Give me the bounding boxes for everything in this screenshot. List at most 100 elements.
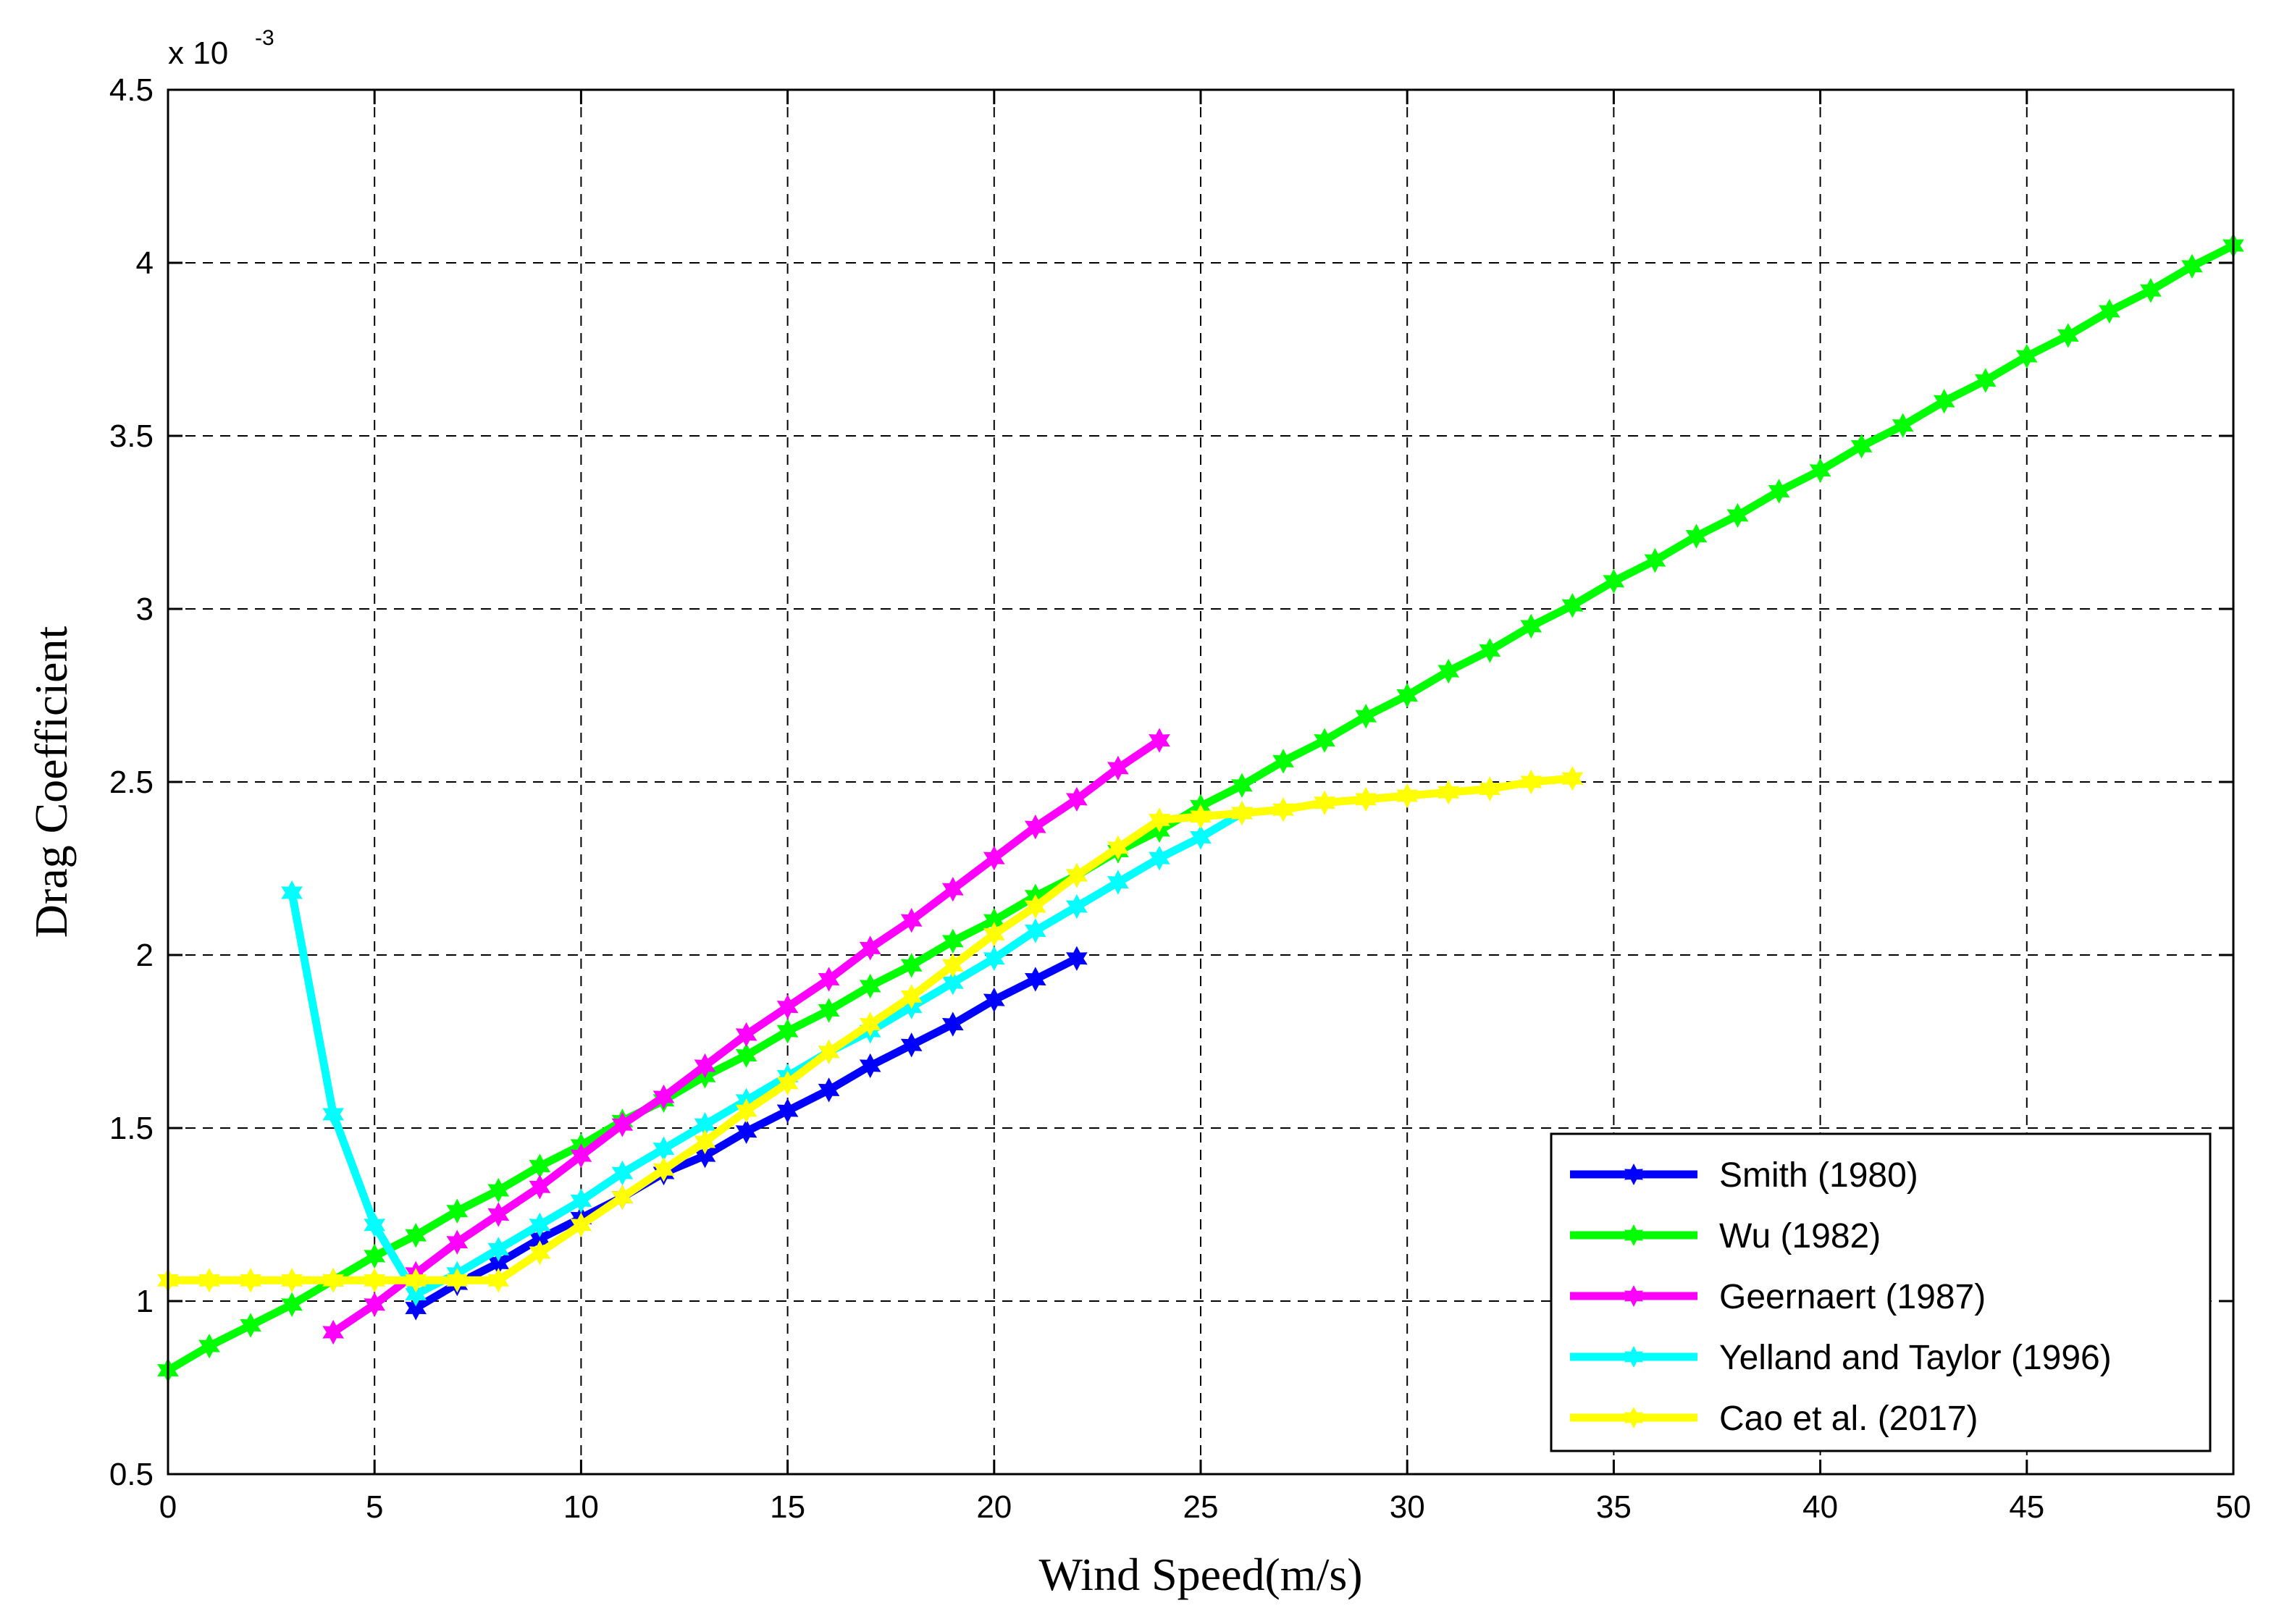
data-point: [941, 928, 964, 954]
data-point: [1024, 814, 1046, 840]
ticks: [167, 88, 2235, 1476]
legend-marker: [1624, 1407, 1643, 1429]
data-point: [1685, 523, 1708, 549]
legend-label: Smith (1980): [1719, 1156, 1918, 1195]
legend-entry: Cao et al. (2017): [1570, 1400, 1978, 1438]
y-multiplier-exponent: -3: [255, 26, 274, 50]
y-tick-label: 1: [136, 1284, 154, 1319]
data-point: [983, 946, 1005, 971]
x-tick-label: 0: [159, 1489, 177, 1525]
legend-marker: [1624, 1164, 1643, 1185]
legend-label: Yelland and Taylor (1996): [1719, 1339, 2112, 1377]
data-point: [983, 922, 1005, 947]
y-tick-label: 3.5: [109, 418, 154, 454]
data-point: [1066, 862, 1088, 888]
data-point: [1520, 769, 1542, 795]
data-point: [611, 1160, 634, 1186]
legend-entry: Geernaert (1987): [1570, 1278, 1986, 1316]
y-tick-label: 2.5: [109, 765, 154, 800]
data-point: [818, 998, 840, 1023]
legend-marker: [1624, 1346, 1643, 1368]
data-point: [1066, 946, 1088, 971]
data-point: [1314, 790, 1335, 815]
y-axis-title: Drag Coefficient: [25, 626, 77, 938]
data-point: [487, 1177, 510, 1203]
data-point: [776, 994, 799, 1019]
data-point: [1231, 773, 1253, 798]
data-point: [735, 1043, 757, 1068]
data-point: [1974, 368, 1997, 393]
data-point: [529, 1240, 551, 1266]
series-group: [157, 232, 2244, 1383]
data-point: [322, 1268, 345, 1293]
y-tick-label: 1.5: [109, 1111, 154, 1146]
data-point: [900, 984, 923, 1009]
data-point: [487, 1202, 510, 1227]
data-point: [1272, 797, 1294, 822]
data-point: [2015, 343, 2038, 369]
data-point: [1190, 825, 1212, 850]
x-tick-label: 25: [1183, 1489, 1219, 1525]
x-tick-label: 35: [1596, 1489, 1632, 1525]
data-point: [735, 1098, 757, 1124]
data-point: [1933, 389, 1955, 414]
data-point: [1355, 786, 1377, 812]
data-point: [694, 1129, 716, 1155]
data-point: [570, 1212, 592, 1237]
data-point: [1190, 804, 1212, 829]
data-point: [322, 1319, 345, 1345]
x-tick-label: 10: [563, 1489, 599, 1525]
data-point: [694, 1053, 716, 1079]
data-point: [487, 1268, 510, 1293]
data-point: [859, 1053, 881, 1079]
data-point: [1850, 434, 1873, 459]
x-tick-labels: 0 5 10 15 20 25 30 35 40 45 50: [159, 1489, 2251, 1525]
data-point: [859, 1011, 881, 1037]
series-4: [157, 766, 1584, 1293]
data-point: [1149, 807, 1170, 833]
x-axis-title: Wind Speed(m/s): [1038, 1549, 1362, 1600]
data-point: [818, 967, 840, 992]
data-point: [1314, 728, 1335, 753]
data-point: [1355, 704, 1377, 729]
data-point: [776, 1098, 799, 1124]
data-point: [1107, 835, 1129, 860]
data-point: [1479, 638, 1501, 663]
data-point: [2099, 298, 2120, 324]
y-tick-label: 4.5: [109, 72, 154, 108]
data-point: [322, 1101, 345, 1127]
data-point: [1024, 918, 1046, 943]
data-point: [1479, 776, 1501, 802]
data-point: [652, 1084, 675, 1110]
legend-entry: Smith (1980): [1570, 1156, 1918, 1195]
data-point: [941, 1011, 964, 1037]
x-tick-label: 5: [366, 1489, 383, 1525]
data-point: [364, 1268, 386, 1293]
legend-label: Geernaert (1987): [1719, 1278, 1986, 1316]
data-point: [1272, 749, 1294, 774]
legend-entry: Yelland and Taylor (1996): [1570, 1339, 2112, 1377]
data-point: [735, 1119, 757, 1144]
data-point: [405, 1295, 427, 1321]
legend-marker: [1624, 1285, 1643, 1307]
legend-entry: Wu (1982): [1570, 1217, 1881, 1255]
legend-label: Cao et al. (2017): [1719, 1400, 1978, 1438]
data-point: [1768, 479, 1790, 504]
x-tick-label: 30: [1390, 1489, 1425, 1525]
data-point: [1107, 870, 1129, 895]
y-tick-label: 0.5: [109, 1457, 154, 1492]
y-tick-label: 3: [136, 592, 154, 627]
data-point: [198, 1333, 220, 1359]
data-point: [900, 953, 923, 978]
x-tick-label: 20: [976, 1489, 1012, 1525]
data-point: [446, 1198, 469, 1224]
data-point: [1149, 846, 1170, 871]
data-point: [1437, 658, 1460, 684]
data-point: [1603, 568, 1625, 594]
data-point: [1231, 800, 1253, 826]
data-point: [611, 1112, 634, 1137]
data-point: [983, 846, 1005, 871]
data-point: [405, 1268, 427, 1293]
y-multiplier-label: x 10: [168, 35, 228, 71]
